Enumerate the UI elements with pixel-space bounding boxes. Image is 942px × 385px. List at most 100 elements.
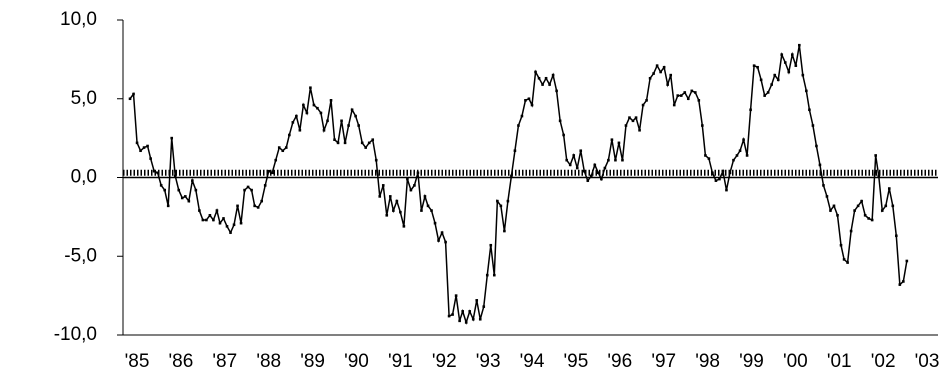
data-point	[530, 103, 534, 107]
x-tick-label: '03	[915, 351, 940, 372]
x-tick-label: '95	[564, 351, 589, 372]
data-point	[701, 124, 704, 127]
data-point	[236, 204, 239, 208]
data-point	[471, 317, 475, 321]
x-tick-label: '86	[169, 351, 194, 372]
data-point	[811, 124, 815, 127]
data-point	[898, 283, 902, 286]
data-point	[399, 210, 402, 214]
data-point	[759, 78, 763, 82]
data-point	[440, 231, 444, 234]
data-point	[662, 65, 666, 69]
data-point	[603, 166, 607, 170]
data-point	[159, 184, 163, 187]
data-point	[208, 214, 212, 217]
data-point	[527, 97, 531, 101]
data-point	[343, 141, 347, 145]
data-point	[378, 195, 382, 198]
data-point	[381, 184, 385, 187]
data-point	[659, 70, 662, 74]
data-point	[825, 195, 829, 198]
data-point	[458, 319, 461, 323]
data-point	[166, 204, 170, 208]
x-tick-label: '01	[827, 351, 852, 372]
data-point	[281, 149, 285, 153]
data-point	[884, 204, 888, 208]
data-point	[621, 158, 624, 162]
data-point	[593, 163, 597, 167]
y-tick-label: 5,0	[71, 88, 97, 109]
data-point	[770, 83, 773, 86]
data-point	[336, 141, 340, 145]
data-point	[787, 70, 791, 74]
data-point	[721, 169, 725, 173]
data-point	[198, 209, 201, 212]
data-point	[805, 89, 808, 93]
data-point	[513, 149, 517, 153]
data-point	[524, 99, 527, 102]
data-point	[745, 154, 749, 157]
data-point	[256, 206, 260, 209]
data-point	[551, 73, 555, 77]
data-point	[822, 184, 825, 187]
data-point	[679, 94, 683, 97]
data-point	[156, 171, 159, 175]
x-tick-label: '88	[256, 351, 281, 372]
data-point	[177, 188, 181, 192]
data-point	[180, 196, 184, 200]
x-tick-label: '99	[739, 351, 764, 372]
data-point	[447, 314, 451, 318]
data-point	[319, 111, 323, 115]
x-tick-label: '87	[212, 351, 237, 372]
data-point	[714, 179, 718, 182]
data-point	[291, 121, 295, 124]
data-point	[829, 209, 832, 212]
data-point	[205, 218, 208, 222]
data-point	[832, 204, 836, 208]
data-point	[808, 108, 811, 112]
x-tick-label: '97	[651, 351, 676, 372]
data-point	[385, 214, 389, 217]
data-point	[135, 141, 139, 145]
data-point	[191, 179, 194, 182]
data-point	[392, 209, 395, 212]
data-point	[801, 73, 805, 77]
data-point	[690, 89, 694, 93]
data-point	[250, 188, 253, 192]
data-point	[173, 174, 177, 178]
data-point	[149, 157, 152, 160]
data-point	[794, 64, 798, 67]
data-point	[669, 73, 673, 77]
data-point	[288, 133, 291, 137]
data-point	[728, 171, 732, 175]
data-point	[537, 76, 541, 80]
data-point	[309, 86, 312, 90]
data-point	[485, 273, 489, 277]
data-point	[582, 169, 586, 173]
data-point	[725, 188, 728, 192]
data-point	[686, 97, 690, 101]
data-point	[503, 229, 506, 233]
data-point	[433, 221, 437, 225]
data-point	[520, 114, 524, 118]
data-point	[340, 119, 343, 123]
data-point	[780, 53, 784, 56]
data-point	[597, 171, 600, 175]
data-point	[451, 313, 454, 316]
data-point	[856, 204, 860, 208]
x-tick-label: '00	[783, 351, 808, 372]
data-point	[194, 188, 198, 192]
data-point	[818, 163, 822, 167]
data-point	[867, 217, 870, 220]
data-point	[887, 187, 891, 190]
data-point	[243, 188, 246, 192]
data-point	[464, 321, 468, 324]
data-point	[246, 185, 250, 189]
data-point	[492, 273, 496, 277]
data-point	[302, 103, 305, 107]
data-point	[842, 258, 846, 261]
data-point	[354, 114, 357, 118]
data-point	[874, 154, 877, 157]
data-point	[666, 83, 669, 86]
data-point	[347, 124, 350, 127]
